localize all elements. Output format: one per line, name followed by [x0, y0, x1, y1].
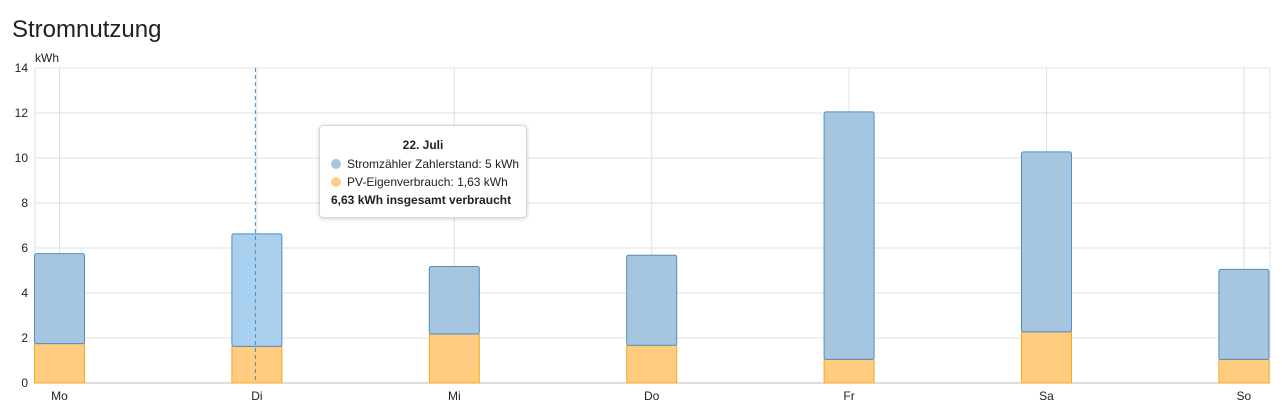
bar-pv-sa: [1021, 331, 1072, 384]
bar-grid-fr: [823, 111, 875, 360]
y-tick-label: 10: [15, 151, 29, 165]
tooltip-grid-label: Stromzähler Zahlerstand: 5 kWh: [347, 157, 520, 171]
bar-pv-do: [626, 344, 678, 384]
y-tick-label: 2: [21, 331, 28, 345]
x-tick-label: Di: [251, 389, 262, 403]
bar-grid-do: [626, 254, 678, 346]
tooltip-row-pv: PV-Eigenverbrauch: 1,63 kWh: [331, 175, 508, 189]
y-unit-label: kWh: [35, 51, 59, 65]
x-tick-label: Mi: [448, 389, 461, 403]
bar-grid-mo: [34, 253, 85, 345]
x-tick-label: Fr: [843, 389, 854, 403]
tooltip-legend-dot-grid: [331, 159, 341, 169]
y-tick-label: 0: [21, 376, 28, 390]
chart-tooltip: 22. Juli Stromzähler Zahlerstand: 5 kWh …: [319, 125, 527, 218]
bar-grid-sa: [1021, 151, 1072, 333]
chart-title: Stromnutzung: [12, 16, 162, 43]
bar-grid-mi: [428, 265, 480, 335]
y-tick-label: 14: [15, 61, 29, 75]
x-tick-label: Do: [644, 389, 660, 403]
x-tick-label: Sa: [1039, 389, 1054, 403]
bar-pv-mi: [428, 333, 480, 384]
tooltip-date: 22. Juli: [402, 138, 444, 152]
y-tick-label: 12: [15, 106, 29, 120]
tooltip-row-grid: Stromzähler Zahlerstand: 5 kWh: [331, 157, 519, 171]
bar-grid-so: [1218, 268, 1270, 360]
tooltip-total: 6,63 kWh insgesamt verbraucht: [331, 193, 512, 207]
x-tick-label: Mo: [51, 389, 68, 403]
bar-pv-fr: [823, 358, 875, 384]
tooltip-pv-label: PV-Eigenverbrauch: 1,63 kWh: [347, 175, 508, 189]
bar-pv-so: [1218, 358, 1270, 384]
bar-pv-mo: [34, 343, 85, 384]
x-tick-label: So: [1237, 389, 1252, 403]
tooltip-legend-dot-pv: [331, 177, 341, 187]
y-tick-label: 4: [21, 286, 28, 300]
bar-grid-di: [231, 233, 283, 347]
y-tick-label: 6: [21, 241, 28, 255]
y-tick-label: 8: [21, 196, 28, 210]
bar-pv-di: [231, 345, 283, 384]
